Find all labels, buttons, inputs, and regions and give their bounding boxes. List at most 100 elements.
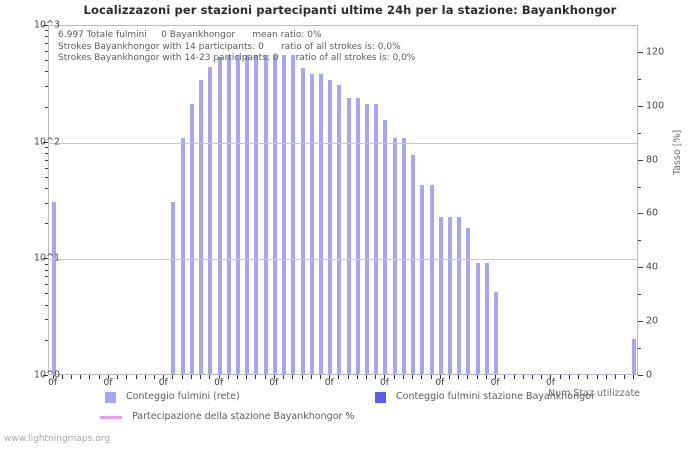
x-tick-mark xyxy=(89,375,91,379)
y-minor-tick-left xyxy=(45,202,48,204)
y-tick-label-right: 100 xyxy=(646,100,665,112)
x-tick-mark xyxy=(144,375,146,379)
y-minor-tick-left xyxy=(45,304,48,306)
bar xyxy=(484,262,489,374)
x-tick-mark xyxy=(467,375,469,379)
legend-item[interactable]: Partecipazione della stazione Bayankhong… xyxy=(100,411,365,425)
x-tick-mark xyxy=(264,375,266,379)
y-minor-tick-left xyxy=(45,30,48,32)
y-minor-tick-right xyxy=(638,348,641,350)
bar xyxy=(586,373,591,374)
x-tick-mark xyxy=(255,375,257,379)
x-tick-mark xyxy=(135,375,137,379)
y-minor-tick-left xyxy=(45,339,48,341)
bar xyxy=(558,373,563,374)
x-tick-mark xyxy=(614,375,616,379)
y-minor-tick-left xyxy=(45,167,48,169)
bar xyxy=(466,227,471,374)
bar xyxy=(245,54,250,374)
y-minor-tick-left xyxy=(45,276,48,278)
bar xyxy=(346,98,351,374)
y-tick-label-right: 20 xyxy=(646,315,659,327)
x-tick-mark xyxy=(71,375,73,379)
x-tick-label: 0f xyxy=(435,378,445,388)
x-tick-mark xyxy=(596,375,598,379)
bar xyxy=(171,201,176,374)
x-tick-label: 0f xyxy=(490,378,500,388)
x-tick-mark xyxy=(292,375,294,379)
x-tick-mark xyxy=(439,375,441,379)
x-tick-label: 0f xyxy=(158,378,168,388)
bar xyxy=(530,373,535,374)
y-minor-tick-right xyxy=(638,132,641,134)
x-tick-mark xyxy=(273,375,275,379)
x-tick-mark xyxy=(522,375,524,379)
bar xyxy=(577,373,582,374)
x-tick-mark xyxy=(301,375,303,379)
y-tick-mark-right xyxy=(638,213,643,215)
bar-series-network xyxy=(49,26,637,374)
y-minor-tick-left xyxy=(45,147,48,148)
x-tick-mark xyxy=(163,375,165,379)
x-tick-label: 0f xyxy=(48,378,58,388)
bar xyxy=(540,373,545,374)
bar xyxy=(355,98,360,374)
bar xyxy=(263,54,268,374)
bar xyxy=(494,292,499,374)
y-minor-tick-left xyxy=(45,223,48,225)
x-tick-mark xyxy=(541,375,543,379)
bar xyxy=(595,373,600,374)
x-tick-mark xyxy=(412,375,414,379)
y-minor-tick-left xyxy=(45,284,48,286)
legend-label: Partecipazione della stazione Bayankhong… xyxy=(132,411,355,422)
bar xyxy=(254,54,259,374)
y-minor-tick-left xyxy=(45,319,48,321)
legend-item[interactable]: Conteggio fulmini (rete) xyxy=(105,391,365,405)
x-tick-mark xyxy=(458,375,460,379)
x-tick-mark xyxy=(375,375,377,379)
x-tick-mark xyxy=(476,375,478,379)
x-tick-label: 0f xyxy=(545,378,555,388)
bar xyxy=(282,54,287,374)
x-tick-mark xyxy=(550,375,552,379)
x-tick-mark xyxy=(347,375,349,379)
legend-swatch xyxy=(105,392,116,403)
bar xyxy=(365,104,370,374)
x-tick-mark xyxy=(200,375,202,379)
x-tick-mark xyxy=(319,375,321,379)
x-tick-mark xyxy=(421,375,423,379)
y-tick-mark-right xyxy=(638,321,643,323)
x-tick-mark xyxy=(559,375,561,379)
annotation-line-1: 6.997 Totale fulmini 0 Bayankhongor mean… xyxy=(58,30,322,40)
x-tick-mark xyxy=(485,375,487,379)
x-tick-mark xyxy=(356,375,358,379)
bar xyxy=(328,80,333,374)
bar xyxy=(208,66,213,374)
x-tick-mark xyxy=(218,375,220,379)
annotation-line-2: Strokes Bayankhongor with 14 participant… xyxy=(58,41,401,52)
x-tick-mark xyxy=(190,375,192,379)
bar xyxy=(300,67,305,374)
x-tick-mark xyxy=(154,375,156,379)
y-tick-label-right: 0 xyxy=(646,369,653,381)
legend-label: Conteggio fulmini (rete) xyxy=(126,391,240,402)
bar xyxy=(189,104,194,374)
y-axis-right-label: Tasso [%] xyxy=(672,129,683,175)
x-tick-mark xyxy=(61,375,63,379)
x-tick-mark xyxy=(366,375,368,379)
y-tick-mark-right xyxy=(638,375,643,376)
bar xyxy=(623,373,628,374)
x-tick-label: 0f xyxy=(103,378,113,388)
y-tick-mark-left xyxy=(43,258,48,260)
y-minor-tick-left xyxy=(45,60,48,62)
annotation-block: 6.997 Totale fulmini 0 Bayankhongor mean… xyxy=(58,30,415,65)
gridline xyxy=(49,142,637,144)
y-minor-tick-left xyxy=(45,159,48,161)
bar xyxy=(549,373,554,374)
bar xyxy=(337,85,342,374)
legend-item[interactable]: Conteggio fulmini stazione Bayankhongor xyxy=(375,391,635,405)
y-minor-tick-left xyxy=(45,50,48,52)
x-tick-mark xyxy=(227,375,229,379)
x-tick-mark xyxy=(80,375,82,379)
